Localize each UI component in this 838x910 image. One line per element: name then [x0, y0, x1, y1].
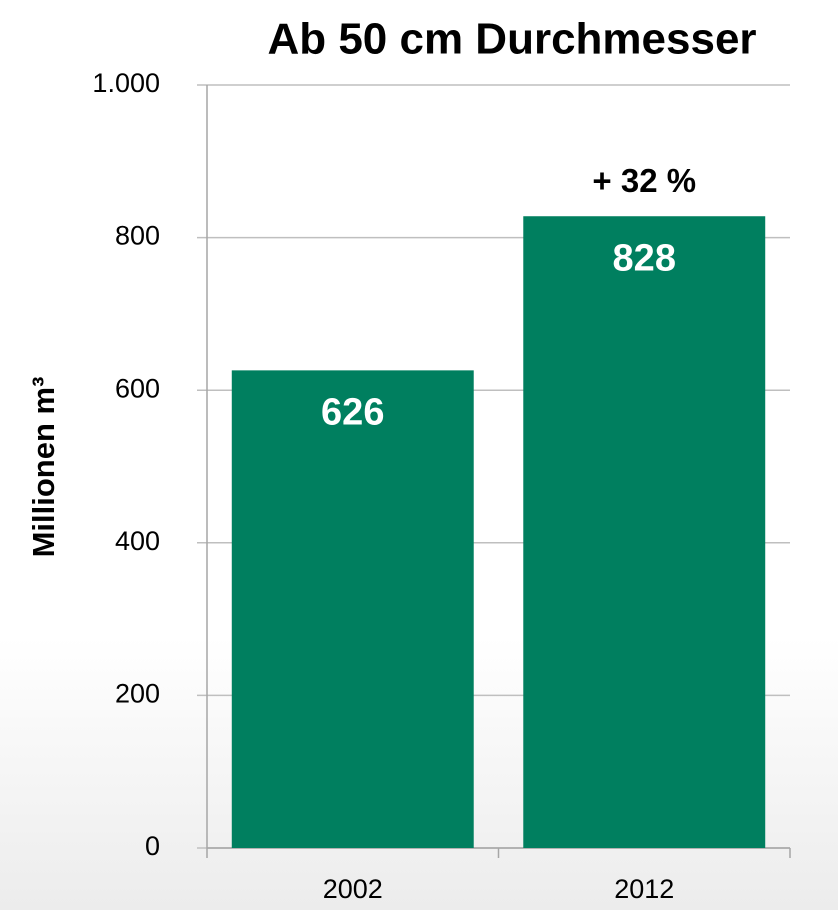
annotation: + 32 % [592, 162, 696, 199]
value-label: 626 [321, 391, 384, 433]
chart-title: Ab 50 cm Durchmesser [267, 15, 756, 64]
y-tick-label: 800 [115, 221, 160, 251]
y-tick-label: 1.000 [92, 68, 160, 98]
y-tick-label: 200 [115, 679, 160, 709]
y-axis-label: Millionen m³ [26, 377, 61, 558]
y-tick-label: 0 [145, 831, 160, 861]
y-tick-label: 600 [115, 373, 160, 403]
x-tick-label: 2002 [323, 874, 383, 904]
bar [231, 370, 474, 848]
y-tick-label: 400 [115, 526, 160, 556]
x-tick-label: 2012 [614, 874, 674, 904]
value-label: 828 [613, 237, 676, 279]
bar [523, 216, 766, 849]
